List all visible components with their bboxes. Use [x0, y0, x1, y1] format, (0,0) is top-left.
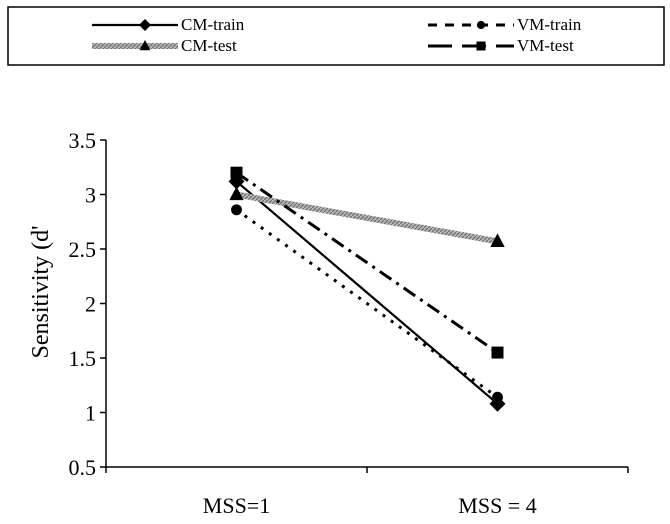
- y-tick-label: 0.5: [69, 455, 97, 480]
- x-category-label: MSS=1: [203, 493, 270, 518]
- legend-label-vm-train: VM-train: [517, 15, 582, 34]
- y-tick-label: 1.5: [69, 346, 97, 371]
- legend-label-cm-test: CM-test: [181, 36, 237, 55]
- data-point-cm-test: [490, 233, 505, 247]
- y-axis-label: Sensitivity (d': [28, 226, 54, 359]
- legend-marker-cm-test: [139, 40, 151, 51]
- data-point-vm-test: [230, 166, 243, 179]
- series-line-cm-test: [235, 191, 499, 245]
- data-point-vm-train: [231, 204, 242, 216]
- legend-marker-cm-train: [139, 19, 151, 31]
- y-tick-label: 2.5: [69, 237, 97, 262]
- y-tick-label: 3.5: [69, 128, 97, 153]
- series-line-cm-train: [235, 180, 499, 405]
- legend-marker-vm-test: [476, 41, 486, 51]
- series-line-vm-test: [235, 171, 499, 354]
- y-tick-label: 1: [85, 401, 96, 426]
- legend-label-cm-train: CM-train: [181, 15, 245, 34]
- legend-label-vm-test: VM-test: [517, 36, 574, 55]
- legend-marker-vm-train: [476, 20, 486, 30]
- data-point-vm-test: [491, 346, 504, 359]
- data-point-cm-test: [229, 186, 244, 201]
- legend: CM-train VM-train CM-test VM-test: [7, 6, 665, 66]
- y-tick-label: 3: [85, 183, 96, 208]
- legend-box: [7, 6, 665, 66]
- y-tick-label: 2: [85, 292, 96, 317]
- series-line-vm-train: [235, 208, 499, 399]
- x-category-label: MSS = 4: [458, 493, 536, 518]
- data-point-vm-train: [492, 391, 503, 403]
